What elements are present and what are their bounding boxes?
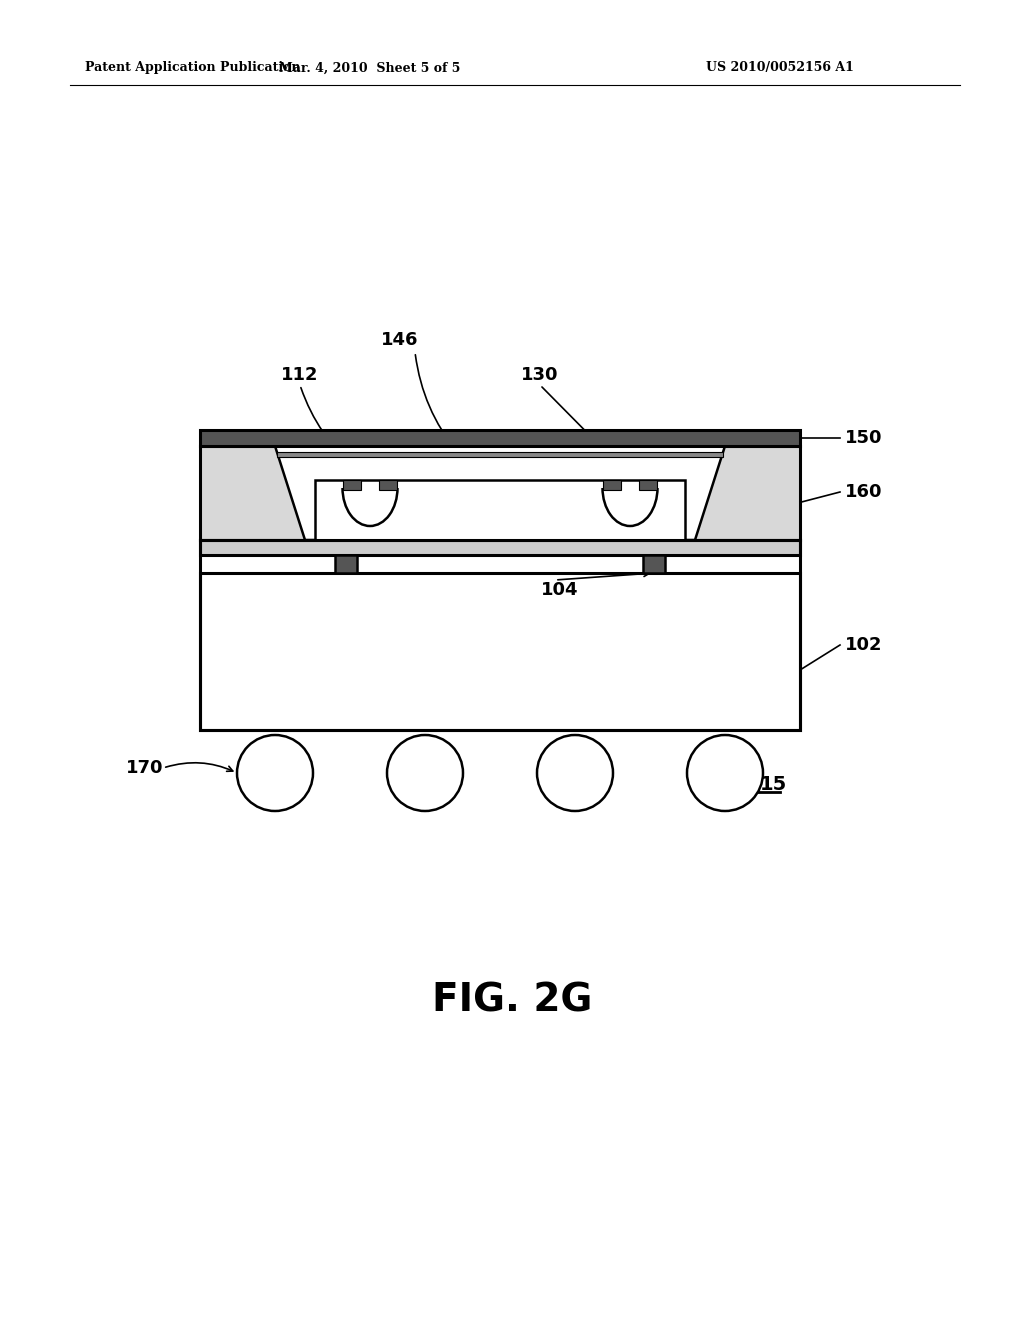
Text: 104: 104 [542,581,579,599]
Text: 15: 15 [760,776,787,795]
Text: Mar. 4, 2010  Sheet 5 of 5: Mar. 4, 2010 Sheet 5 of 5 [280,62,461,74]
Text: 110: 110 [492,495,532,515]
Text: FIG. 2G: FIG. 2G [432,981,592,1019]
Bar [379,480,397,490]
Bar [278,451,723,457]
Text: 170: 170 [126,759,163,777]
Bar [200,446,800,540]
Bar [639,480,657,490]
Bar [603,480,621,490]
Text: US 2010/0052156 A1: US 2010/0052156 A1 [707,62,854,74]
Bar [315,480,685,540]
Text: 102: 102 [845,636,883,653]
Bar [343,480,361,490]
Text: 160: 160 [845,483,883,502]
Ellipse shape [687,735,763,810]
Text: 112: 112 [282,366,318,384]
Bar [200,540,800,554]
Polygon shape [275,446,725,540]
Bar [335,554,357,573]
Bar [643,554,665,573]
Ellipse shape [537,735,613,810]
Text: Patent Application Publication: Patent Application Publication [85,62,300,74]
Bar [200,573,800,730]
Text: 150: 150 [845,429,883,447]
Ellipse shape [387,735,463,810]
Bar [200,540,800,730]
Text: 130: 130 [521,366,559,384]
Text: 146: 146 [381,331,419,348]
Ellipse shape [237,735,313,810]
Bar [200,430,800,446]
Bar [200,446,800,540]
